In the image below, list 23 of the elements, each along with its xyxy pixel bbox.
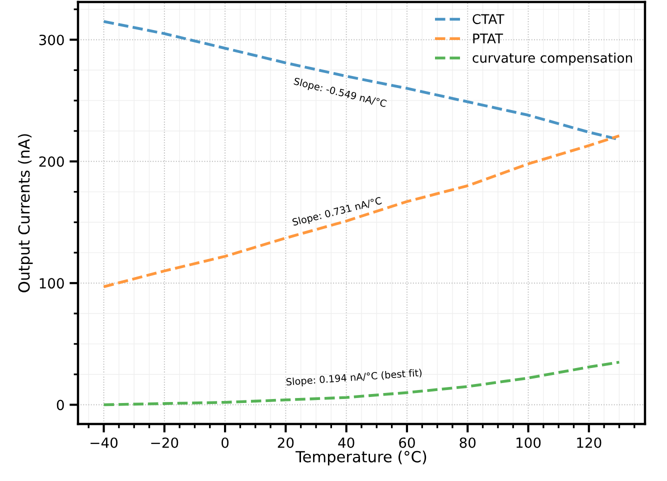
annotation: Slope: -0.549 nA/°C	[293, 77, 387, 110]
y-tick-label: 300	[39, 34, 64, 46]
x-tick-label: 100	[516, 437, 541, 448]
y-axis-title: Output Currents (nA)	[18, 134, 33, 292]
y-tick-label: 0	[56, 400, 64, 410]
x-tick-label: 0	[222, 437, 229, 448]
y-tick-label: 200	[39, 156, 64, 167]
x-tick-label: 80	[460, 437, 476, 448]
annotation: Slope: 0.194 nA/°C (best fit)	[286, 368, 422, 388]
x-axis-title: Temperature (°C)	[296, 450, 426, 466]
line-series	[102, 134, 621, 288]
legend-label: CTAT	[472, 14, 504, 24]
x-tick-label: −20	[151, 437, 178, 448]
line-series	[102, 360, 621, 406]
y-tick-label: 100	[40, 278, 64, 289]
x-tick-label: −40	[90, 437, 118, 448]
x-tick-label: 20	[278, 437, 294, 448]
x-tick-label: 60	[399, 437, 415, 448]
x-tick-label: 40	[338, 437, 354, 448]
legend-label: curvature compensation	[472, 52, 632, 66]
legend-label: PTAT	[473, 34, 504, 44]
annotation: Slope: 0.731 nA/°C	[292, 196, 382, 228]
x-tick-label: 120	[577, 437, 602, 448]
